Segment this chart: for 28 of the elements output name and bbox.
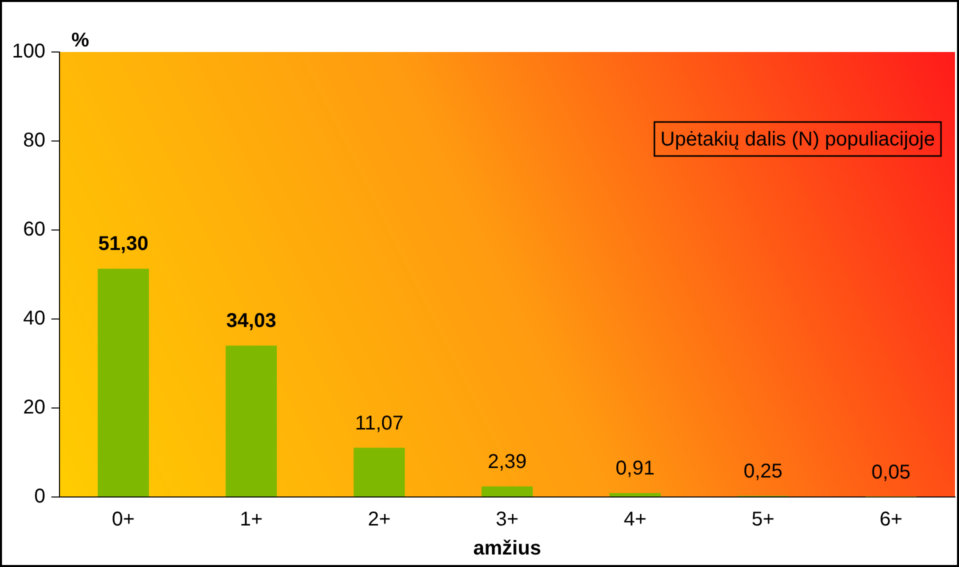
y-tick-label: 0 xyxy=(34,486,46,508)
x-tick-label: 4+ xyxy=(624,508,647,531)
x-tick-label: 2+ xyxy=(368,508,391,531)
x-axis-title: amžius xyxy=(473,538,542,560)
x-tick-label: 6+ xyxy=(880,508,902,531)
data-label: 0,25 xyxy=(744,460,783,482)
bar xyxy=(226,346,277,496)
x-tick-label: 3+ xyxy=(496,508,519,531)
bar xyxy=(610,492,661,496)
data-label: 0,91 xyxy=(616,457,655,480)
y-tick-label: 100 xyxy=(12,40,46,63)
bar xyxy=(482,486,533,496)
bar xyxy=(98,268,149,496)
y-axis-title: % xyxy=(71,30,90,52)
bar xyxy=(354,448,405,496)
data-label: 2,39 xyxy=(488,450,527,473)
data-label: 11,07 xyxy=(354,412,404,434)
y-tick-label: 60 xyxy=(23,218,46,241)
data-label: 0,05 xyxy=(872,461,910,484)
y-tick-label: 20 xyxy=(23,396,46,419)
data-label: 51,30 xyxy=(98,233,148,256)
y-tick-label: 40 xyxy=(23,308,46,330)
annotation: Upėtakių dalis (N) populiacijoje xyxy=(660,128,936,151)
x-tick-label: 5+ xyxy=(752,508,774,531)
data-label: 34,03 xyxy=(226,310,276,332)
y-tick-label: 80 xyxy=(23,130,46,152)
x-tick-label: 0+ xyxy=(112,508,135,531)
x-tick-label: 1+ xyxy=(240,508,263,531)
